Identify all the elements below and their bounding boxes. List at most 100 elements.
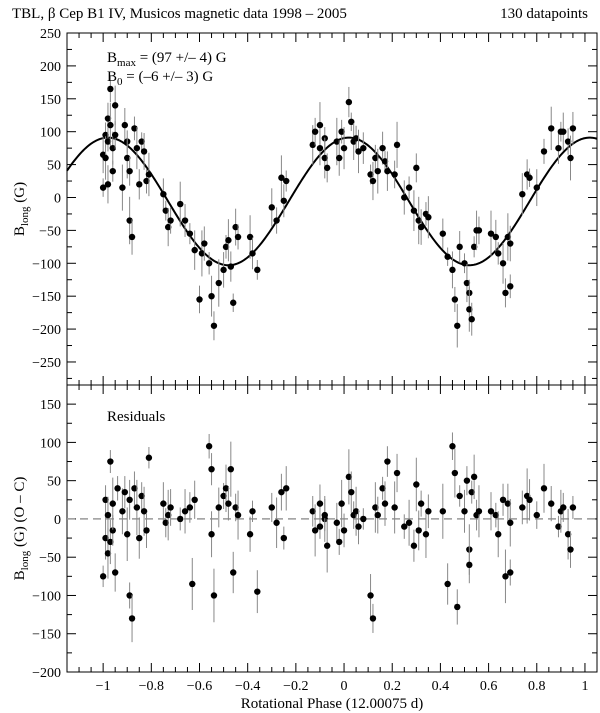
data-marker [336, 154, 343, 162]
data-marker [208, 531, 215, 538]
data-marker [548, 125, 555, 132]
top-data-point [463, 263, 471, 303]
data-marker [189, 580, 196, 588]
top-data-point [548, 106, 555, 151]
top-data-point [468, 302, 475, 336]
data-marker [208, 465, 215, 473]
bottom-data-point [374, 496, 381, 534]
data-marker [316, 523, 324, 530]
data-marker [280, 534, 288, 542]
top-data-point [160, 178, 167, 210]
data-marker [164, 511, 172, 519]
top-ytick-label: 200 [40, 60, 61, 75]
bottom-data-point [381, 481, 389, 526]
top-data-point [136, 169, 143, 200]
data-marker [540, 485, 548, 492]
data-marker [227, 465, 235, 473]
top-data-point [164, 208, 172, 247]
data-marker [463, 477, 471, 484]
data-marker [222, 485, 230, 492]
data-marker [124, 154, 131, 162]
data-marker [140, 148, 148, 155]
top-data-point [555, 132, 562, 164]
top-data-point [133, 127, 141, 170]
data-marker [360, 515, 367, 523]
bottom-data-point [249, 500, 256, 522]
data-marker [126, 217, 133, 224]
top-data-point [119, 164, 126, 211]
top-data-point [526, 168, 533, 187]
data-marker [181, 508, 189, 515]
top-data-point [372, 144, 379, 172]
top-data-point [425, 196, 432, 239]
top-data-point [131, 116, 138, 141]
bottom-data-point [102, 485, 109, 515]
bottom-data-point [401, 514, 408, 539]
top-data-point [138, 132, 145, 151]
data-marker [131, 125, 138, 132]
top-data-point [208, 275, 215, 317]
x-tick-label: −0.6 [187, 679, 212, 694]
top-data-point [111, 85, 119, 126]
bottom-data-point [107, 450, 114, 474]
x-tick-label: 0.4 [432, 679, 450, 694]
bottom-data-point [191, 480, 198, 519]
data-marker [393, 469, 401, 477]
top-frame [66, 32, 598, 386]
top-data-point [254, 259, 261, 280]
x-tick-label: −0.4 [235, 679, 260, 694]
data-marker [560, 504, 567, 511]
bottom-data-point [124, 507, 131, 562]
top-data-point [140, 133, 148, 170]
data-marker [321, 511, 328, 519]
data-marker [504, 233, 512, 241]
data-marker [133, 144, 141, 152]
bottom-data-point [548, 486, 555, 522]
data-marker [456, 243, 463, 251]
bottom-data-point [410, 529, 418, 562]
bottom-data-point [268, 492, 275, 522]
bottom-data-point [181, 489, 189, 534]
x-axis-title: Rotational Phase (12.00075 d) [241, 696, 423, 712]
data-marker [164, 223, 172, 231]
data-marker [374, 167, 381, 175]
bottom-data-point [109, 477, 116, 530]
bottom-data-point [323, 518, 331, 573]
bottom-data-point [507, 559, 514, 586]
data-marker [273, 217, 280, 224]
data-marker [564, 531, 572, 538]
bottom-data-point [384, 446, 391, 477]
bottom-data-point [234, 490, 242, 540]
data-marker [355, 148, 362, 155]
data-marker [111, 102, 119, 109]
data-marker [133, 504, 141, 511]
bottom-y-axis-title: Blong (G) (O – C) [12, 477, 31, 581]
data-marker [487, 508, 495, 515]
data-marker [191, 496, 198, 503]
data-marker [401, 523, 408, 530]
data-marker [138, 492, 145, 500]
data-marker [234, 233, 242, 241]
data-marker [567, 154, 574, 162]
bottom-data-point [210, 568, 218, 623]
bottom-ytick-label: −200 [32, 666, 61, 681]
data-marker [128, 615, 136, 622]
data-marker [210, 592, 218, 599]
bottom-data-point [138, 482, 145, 510]
data-marker [109, 144, 116, 152]
data-marker [215, 504, 222, 511]
residuals-panel: −200 −150 −100 −50 0 50 100 150 Blong (G) (O – C… [12, 384, 598, 712]
bottom-data-point [160, 482, 167, 526]
bottom-data-point [439, 483, 447, 539]
top-ytick-label: 150 [40, 93, 61, 108]
bottom-data-point [311, 504, 319, 557]
bottom-data-point [540, 463, 548, 513]
bottom-data-point [205, 433, 213, 459]
top-y-axis-title: Blong (G) [12, 182, 31, 236]
data-marker [548, 500, 555, 507]
data-marker [136, 534, 143, 542]
top-data-point [111, 121, 119, 149]
data-marker [449, 266, 456, 274]
bottom-data-point [316, 514, 324, 539]
